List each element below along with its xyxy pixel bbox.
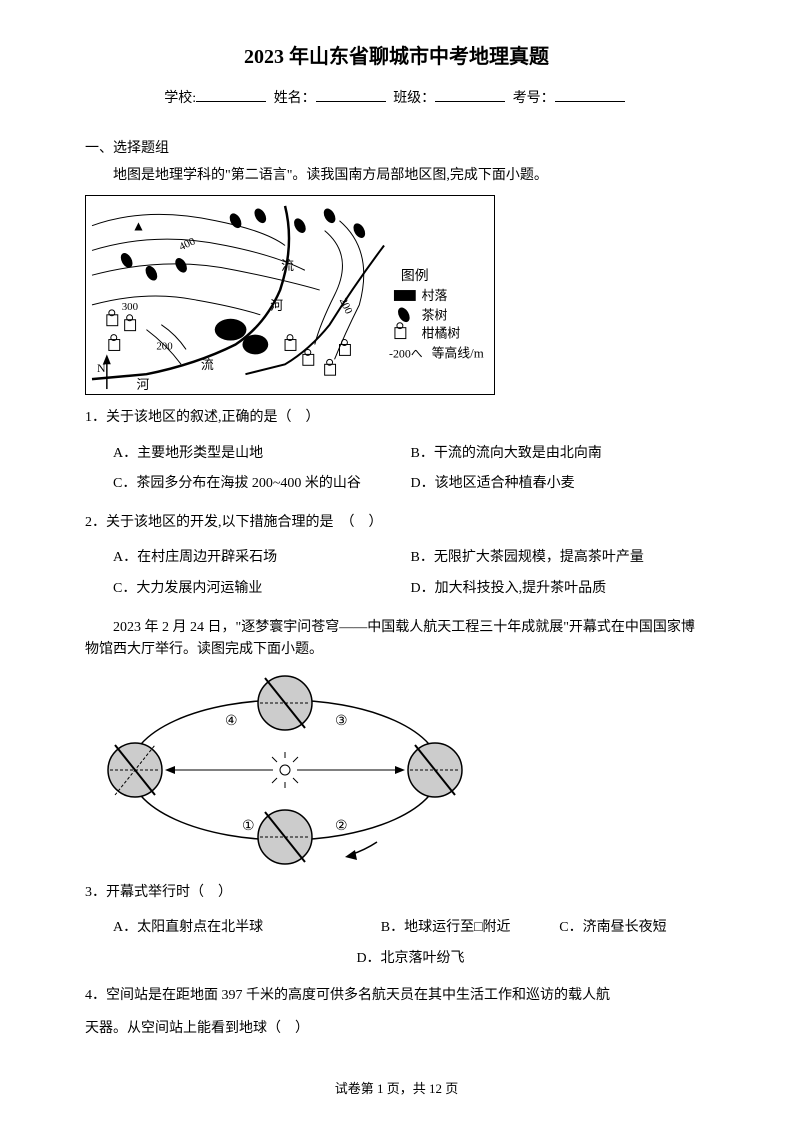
svg-text:茶树: 茶树: [422, 308, 448, 323]
svg-text:等高线/m: 等高线/m: [432, 346, 484, 361]
orbit-svg: ① ② ③ ④: [95, 670, 475, 870]
q1-option-b[interactable]: B．干流的流向大致是由北向南: [411, 439, 709, 470]
svg-text:③: ③: [335, 714, 348, 729]
q3-option-d[interactable]: D．北京落叶纷飞: [113, 944, 708, 975]
q1-stem: 1．关于该地区的叙述,正确的是（ ）: [85, 405, 708, 430]
svg-text:流: 流: [281, 260, 294, 274]
svg-text:村落: 村落: [422, 289, 448, 303]
student-info-line: 学校: 姓名： 班级： 考号：: [85, 87, 708, 107]
map-svg: ▲ 400 300 200 200 流 河 流 河: [86, 196, 494, 394]
name-blank[interactable]: [316, 101, 386, 102]
q2-stem: 2．关于该地区的开发,以下措施合理的是 （ ）: [85, 510, 708, 535]
q2-option-d[interactable]: D．加大科技投入,提升茶叶品质: [411, 574, 709, 605]
class-blank[interactable]: [435, 101, 505, 102]
peak-icon: ▲: [132, 219, 146, 234]
svg-text:④: ④: [225, 714, 238, 729]
q1-option-d[interactable]: D．该地区适合种植春小麦: [411, 469, 709, 500]
examno-blank[interactable]: [555, 101, 625, 102]
q1-options: A．主要地形类型是山地 B．干流的流向大致是由北向南 C．茶园多分布在海拔 20…: [85, 439, 708, 501]
svg-text:河: 河: [137, 378, 150, 392]
q3-option-b[interactable]: B．地球运行至□附近: [381, 913, 560, 944]
svg-text:柑橘树: 柑橘树: [422, 326, 461, 341]
q3-options: A．太阳直射点在北半球 B．地球运行至□附近 C．济南昼长夜短 D．北京落叶纷飞: [85, 913, 708, 975]
svg-text:-200へ: -200へ: [389, 347, 423, 361]
q4-stem-line2: 天器。从空间站上能看到地球（ ）: [85, 1016, 708, 1041]
svg-text:200: 200: [156, 341, 173, 353]
class-label: 班级：: [393, 91, 435, 106]
svg-text:N: N: [97, 362, 106, 376]
orbit-figure: ① ② ③ ④: [95, 670, 475, 870]
section-1-intro: 地图是地理学科的"第二语言"。读我国南方局部地区图,完成下面小题。: [85, 165, 708, 187]
q2-option-c[interactable]: C．大力发展内河运输业: [113, 574, 411, 605]
section-1-header: 一、选择题组: [85, 137, 708, 157]
earth-positions: [108, 676, 462, 864]
svg-text:①: ①: [242, 819, 255, 834]
q2-option-a[interactable]: A．在村庄周边开辟采石场: [113, 543, 411, 574]
svg-text:400: 400: [177, 236, 197, 254]
q1-option-a[interactable]: A．主要地形类型是山地: [113, 439, 411, 470]
q1-option-c[interactable]: C．茶园多分布在海拔 200~400 米的山谷: [113, 469, 411, 500]
q3-stem: 3．开幕式举行时（ ）: [85, 880, 708, 905]
school-blank[interactable]: [196, 101, 266, 102]
tea-icons: [118, 207, 367, 283]
svg-text:200: 200: [337, 297, 355, 317]
q4-stem-line1: 4．空间站是在距地面 397 千米的高度可供多名航天员在其中生活工作和巡访的载人…: [85, 983, 708, 1008]
svg-text:河: 河: [270, 299, 283, 313]
svg-text:流: 流: [201, 359, 214, 373]
page-footer: 试卷第 1 页，共 12 页: [0, 1078, 793, 1097]
name-label: 姓名：: [274, 91, 316, 106]
q3-option-c[interactable]: C．济南昼长夜短: [559, 913, 708, 944]
q3-option-a[interactable]: A．太阳直射点在北半球: [113, 913, 381, 944]
page-title: 2023 年山东省聊城市中考地理真题: [85, 40, 708, 69]
map-legend: 图例 村落 茶树 柑橘树 -200へ 等高线/m: [389, 269, 484, 361]
q2-option-b[interactable]: B．无限扩大茶园规模，提高茶叶产量: [411, 543, 709, 574]
school-label: 学校:: [164, 91, 196, 106]
map-figure: ▲ 400 300 200 200 流 河 流 河: [85, 195, 495, 395]
q2-options: A．在村庄周边开辟采石场 B．无限扩大茶园规模，提高茶叶产量 C．大力发展内河运…: [85, 543, 708, 605]
svg-text:②: ②: [335, 819, 348, 834]
svg-text:300: 300: [122, 301, 139, 313]
examno-label: 考号：: [513, 91, 555, 106]
svg-text:图例: 图例: [401, 269, 429, 284]
north-arrow: N: [97, 355, 111, 390]
section-2-intro: 2023 年 2 月 24 日，"逐梦寰宇问苍穹——中国载人航天工程三十年成就展…: [85, 617, 708, 662]
